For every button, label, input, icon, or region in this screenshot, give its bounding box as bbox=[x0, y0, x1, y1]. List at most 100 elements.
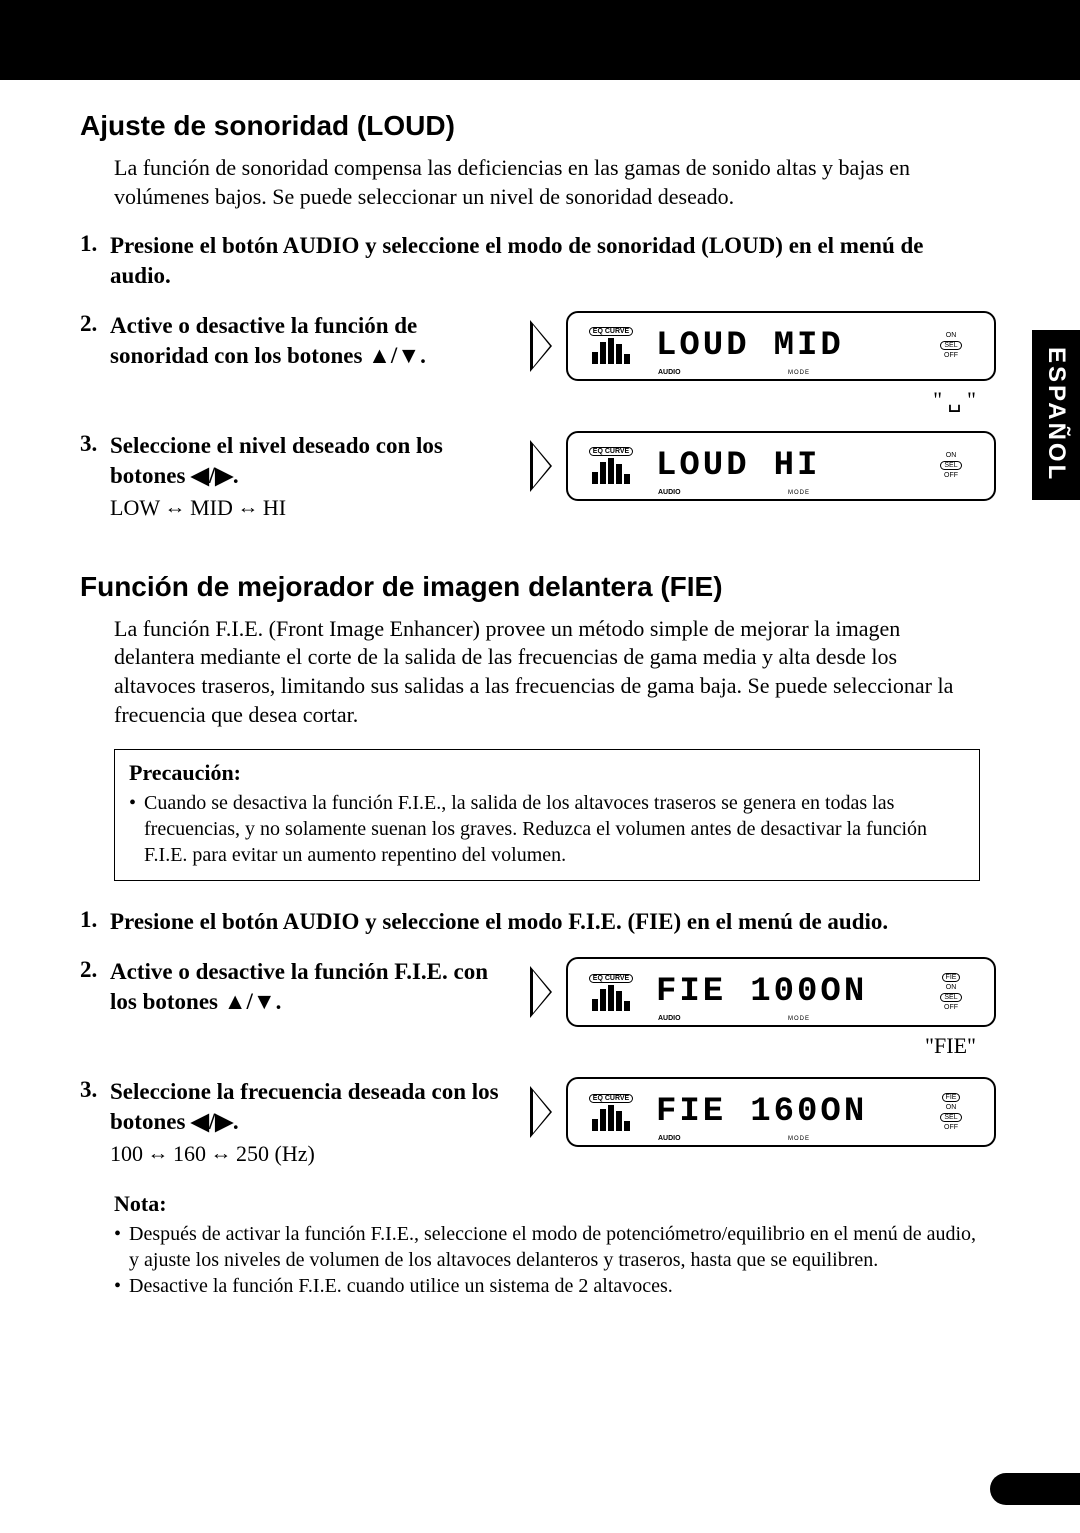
page-content: Ajuste de sonoridad (LOUD) La función de… bbox=[0, 80, 1080, 1339]
fie-badge: FIE bbox=[942, 973, 961, 982]
loud-body: La función de sonoridad compensa las def… bbox=[114, 154, 980, 211]
off-label: OFF bbox=[944, 352, 958, 359]
mode-tag: MODE bbox=[788, 370, 810, 376]
lcd-display: EQ CURVE LOUD MID ON SEL OFF AUDIO MODE bbox=[566, 311, 996, 381]
lcd-seg2: MID bbox=[774, 327, 844, 365]
audio-tag: AUDIO bbox=[658, 489, 681, 496]
lcd-display: EQ CURVE LOUD HI ON SEL OFF AUDIO MODE bbox=[566, 431, 996, 501]
nota-block: Nota: Después de activar la función F.I.… bbox=[114, 1191, 980, 1299]
off-label: OFF bbox=[944, 472, 958, 479]
lcd-seg1: FIE bbox=[656, 973, 726, 1011]
seq-low: LOW bbox=[110, 495, 160, 521]
fie-step-2-row: 2. Active o desactive la función F.I.E. … bbox=[80, 957, 980, 1059]
on-label: ON bbox=[946, 452, 957, 459]
lcd-seg2: 160ON bbox=[750, 1093, 867, 1131]
lcd-seg1: FIE bbox=[656, 1093, 726, 1131]
eq-bars-icon bbox=[592, 985, 630, 1011]
loud-sequence: LOW ↔ MID ↔ HI bbox=[110, 495, 500, 521]
precaution-item: Cuando se desactiva la función F.I.E., l… bbox=[144, 790, 965, 868]
seq-250: 250 (Hz) bbox=[236, 1141, 315, 1167]
lcd-seg2: 100ON bbox=[750, 973, 867, 1011]
audio-tag: AUDIO bbox=[658, 1135, 681, 1142]
play-indicator-icon bbox=[530, 440, 552, 492]
fie-lcd-2: EQ CURVE FIE 160ON FIE ON SEL OFF AUDIO bbox=[530, 1077, 996, 1147]
precaution-box: Precaución: Cuando se desactiva la funci… bbox=[114, 749, 980, 881]
loud-lcd-1: EQ CURVE LOUD MID ON SEL OFF AUDIO MODE bbox=[530, 311, 996, 381]
fie-step1-text: Presione el botón AUDIO y seleccione el … bbox=[110, 907, 980, 937]
footer-page-pill bbox=[990, 1473, 1080, 1505]
seq-100: 100 bbox=[110, 1141, 143, 1167]
language-tab: ESPAÑOL bbox=[1032, 330, 1080, 500]
seq-160: 160 bbox=[173, 1141, 206, 1167]
lcd-right-cluster: FIE ON SEL OFF bbox=[916, 967, 986, 1017]
step-number: 2. bbox=[80, 957, 110, 983]
step-number: 3. bbox=[80, 1077, 110, 1103]
fie-lcd1-caption: "FIE" bbox=[925, 1033, 976, 1059]
step-number: 3. bbox=[80, 431, 110, 457]
step-number: 1. bbox=[80, 231, 110, 257]
eq-bars-icon bbox=[592, 458, 630, 484]
sel-label: SEL bbox=[940, 341, 961, 350]
double-arrow-icon: ↔ bbox=[147, 1143, 169, 1164]
off-label: OFF bbox=[944, 1004, 958, 1011]
fie-lcd-1: EQ CURVE FIE 100ON FIE ON SEL OFF AUDIO bbox=[530, 957, 996, 1027]
lcd-right-cluster: FIE ON SEL OFF bbox=[916, 1087, 986, 1137]
eq-curve-label: EQ CURVE bbox=[589, 327, 633, 336]
eq-bars-icon bbox=[592, 338, 630, 364]
lcd-seg1: LOUD bbox=[656, 447, 750, 485]
loud-lcd-2: EQ CURVE LOUD HI ON SEL OFF AUDIO MODE bbox=[530, 431, 996, 501]
fie-step3-text: Seleccione la frecuencia deseada con los… bbox=[110, 1077, 500, 1137]
fie-body: La función F.I.E. (Front Image Enhancer)… bbox=[114, 615, 980, 729]
on-label: ON bbox=[946, 332, 957, 339]
loud-step-1: 1. Presione el botón AUDIO y seleccione … bbox=[80, 231, 980, 291]
lcd-seg2: HI bbox=[774, 447, 821, 485]
mode-tag: MODE bbox=[788, 1136, 810, 1142]
fie-step-3-row: 3. Seleccione la frecuencia deseada con … bbox=[80, 1077, 980, 1173]
loud-step2-text: Active o desactive la función de sonorid… bbox=[110, 311, 500, 371]
fie-title: Función de mejorador de imagen delantera… bbox=[80, 571, 980, 603]
seq-mid: MID bbox=[190, 495, 233, 521]
audio-tag: AUDIO bbox=[658, 1015, 681, 1022]
eq-bars-icon bbox=[592, 1105, 630, 1131]
loud-title: Ajuste de sonoridad (LOUD) bbox=[80, 110, 980, 142]
off-label: OFF bbox=[944, 1124, 958, 1131]
loud-lcd1-caption: " ␣ " bbox=[933, 387, 976, 413]
play-indicator-icon bbox=[530, 320, 552, 372]
sel-label: SEL bbox=[940, 461, 961, 470]
fie-step2-text: Active o desactive la función F.I.E. con… bbox=[110, 957, 500, 1017]
double-arrow-icon: ↔ bbox=[237, 497, 259, 518]
loud-step-2-row: 2. Active o desactive la función de sono… bbox=[80, 311, 980, 413]
fie-badge: FIE bbox=[942, 1093, 961, 1102]
top-banner bbox=[0, 0, 1080, 80]
fie-step-1: 1. Presione el botón AUDIO y seleccione … bbox=[80, 907, 980, 937]
lcd-right-cluster: ON SEL OFF bbox=[916, 321, 986, 371]
nota-item-2: Desactive la función F.I.E. cuando utili… bbox=[129, 1273, 673, 1299]
eq-curve-label: EQ CURVE bbox=[589, 974, 633, 983]
sel-label: SEL bbox=[940, 1113, 961, 1122]
precaution-title: Precaución: bbox=[129, 760, 965, 786]
double-arrow-icon: ↔ bbox=[164, 497, 186, 518]
lcd-display: EQ CURVE FIE 100ON FIE ON SEL OFF AUDIO bbox=[566, 957, 996, 1027]
eq-curve-label: EQ CURVE bbox=[589, 447, 633, 456]
nota-item-1: Después de activar la función F.I.E., se… bbox=[129, 1221, 980, 1273]
mode-tag: MODE bbox=[788, 1016, 810, 1022]
on-label: ON bbox=[946, 1104, 957, 1111]
step-number: 1. bbox=[80, 907, 110, 933]
play-indicator-icon bbox=[530, 1086, 552, 1138]
loud-step-3-row: 3. Seleccione el nivel deseado con los b… bbox=[80, 431, 980, 527]
mode-tag: MODE bbox=[788, 490, 810, 496]
audio-tag: AUDIO bbox=[658, 369, 681, 376]
eq-curve-label: EQ CURVE bbox=[589, 1094, 633, 1103]
play-indicator-icon bbox=[530, 966, 552, 1018]
step-number: 2. bbox=[80, 311, 110, 337]
lcd-right-cluster: ON SEL OFF bbox=[916, 441, 986, 491]
seq-hi: HI bbox=[263, 495, 286, 521]
loud-step1-text: Presione el botón AUDIO y seleccione el … bbox=[110, 231, 980, 291]
loud-step3-text: Seleccione el nivel deseado con los boto… bbox=[110, 431, 500, 491]
lcd-display: EQ CURVE FIE 160ON FIE ON SEL OFF AUDIO bbox=[566, 1077, 996, 1147]
sel-label: SEL bbox=[940, 993, 961, 1002]
lcd-seg1: LOUD bbox=[656, 327, 750, 365]
fie-sequence: 100 ↔ 160 ↔ 250 (Hz) bbox=[110, 1141, 500, 1167]
nota-title: Nota: bbox=[114, 1191, 980, 1217]
on-label: ON bbox=[946, 984, 957, 991]
